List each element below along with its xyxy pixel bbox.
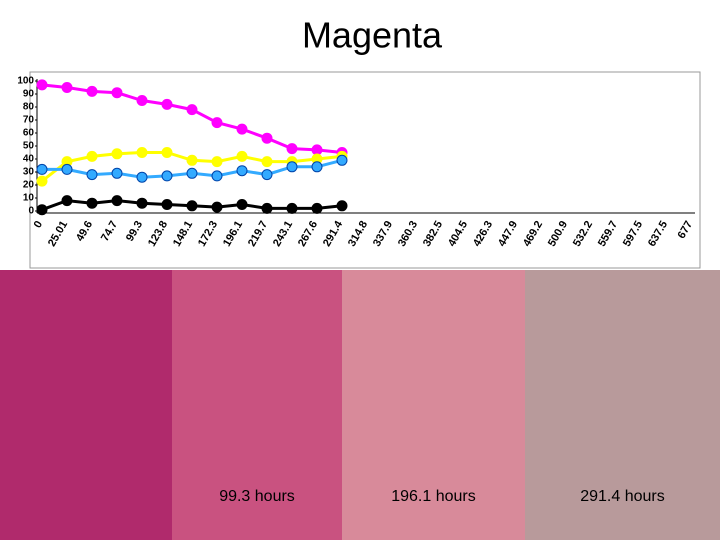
- y-tick-label: 70: [23, 115, 35, 126]
- fabric-photo: [342, 270, 525, 540]
- data-point: [186, 104, 198, 116]
- data-point: [111, 167, 123, 179]
- data-point: [211, 156, 223, 168]
- data-point: [111, 87, 123, 99]
- data-point: [261, 156, 273, 168]
- data-point: [136, 147, 148, 158]
- data-point: [86, 150, 98, 162]
- y-tick-label: 20: [23, 180, 35, 191]
- fabric-photo: [0, 270, 172, 540]
- data-point: [186, 167, 198, 179]
- data-point: [61, 163, 73, 175]
- data-point: [111, 148, 123, 160]
- data-point: [311, 144, 323, 156]
- data-point: [136, 171, 148, 183]
- data-point: [286, 161, 298, 173]
- data-point: [186, 154, 198, 166]
- data-point: [161, 199, 173, 210]
- y-tick-label: 100: [17, 76, 34, 87]
- data-point: [286, 143, 298, 155]
- data-point: [86, 169, 98, 181]
- data-point: [161, 98, 173, 110]
- data-point: [311, 202, 323, 214]
- data-point: [86, 197, 98, 209]
- data-point: [261, 169, 273, 181]
- photo-caption: 99.3 hours: [219, 488, 295, 505]
- y-tick-label: 90: [23, 89, 35, 100]
- y-tick-label: 50: [23, 141, 35, 152]
- chart-title: Magenta: [302, 15, 443, 56]
- y-tick-label: 30: [23, 167, 35, 178]
- photo-caption: 196.1 hours: [391, 488, 476, 505]
- data-point: [36, 163, 48, 175]
- data-point: [86, 85, 98, 97]
- data-point: [236, 165, 248, 177]
- data-point: [161, 147, 173, 158]
- data-point: [236, 150, 248, 162]
- data-point: [336, 154, 348, 166]
- data-point: [161, 170, 173, 182]
- data-point: [236, 123, 248, 135]
- data-point: [36, 175, 48, 187]
- data-point: [261, 202, 273, 214]
- data-point: [186, 200, 198, 212]
- data-point: [36, 79, 48, 91]
- data-point: [36, 204, 48, 216]
- fabric-photo: [172, 270, 342, 540]
- data-point: [111, 195, 123, 207]
- data-point: [211, 117, 223, 129]
- y-tick-label: 60: [23, 128, 35, 139]
- y-tick-label: 40: [23, 154, 35, 165]
- data-point: [311, 161, 323, 173]
- data-point: [236, 199, 248, 210]
- data-point: [336, 200, 348, 212]
- data-point: [211, 170, 223, 182]
- data-point: [261, 132, 273, 144]
- x-tick-label: 0: [32, 219, 45, 230]
- y-tick-label: 80: [23, 102, 35, 113]
- data-point: [286, 202, 298, 214]
- photo-caption: 291.4 hours: [580, 488, 665, 505]
- y-tick-label: 10: [23, 193, 35, 204]
- fabric-photo: [525, 270, 720, 540]
- y-tick-label: 0: [28, 206, 34, 217]
- data-point: [61, 82, 73, 93]
- data-point: [136, 95, 148, 106]
- data-point: [211, 201, 223, 213]
- data-point: [136, 197, 148, 209]
- data-point: [61, 195, 73, 207]
